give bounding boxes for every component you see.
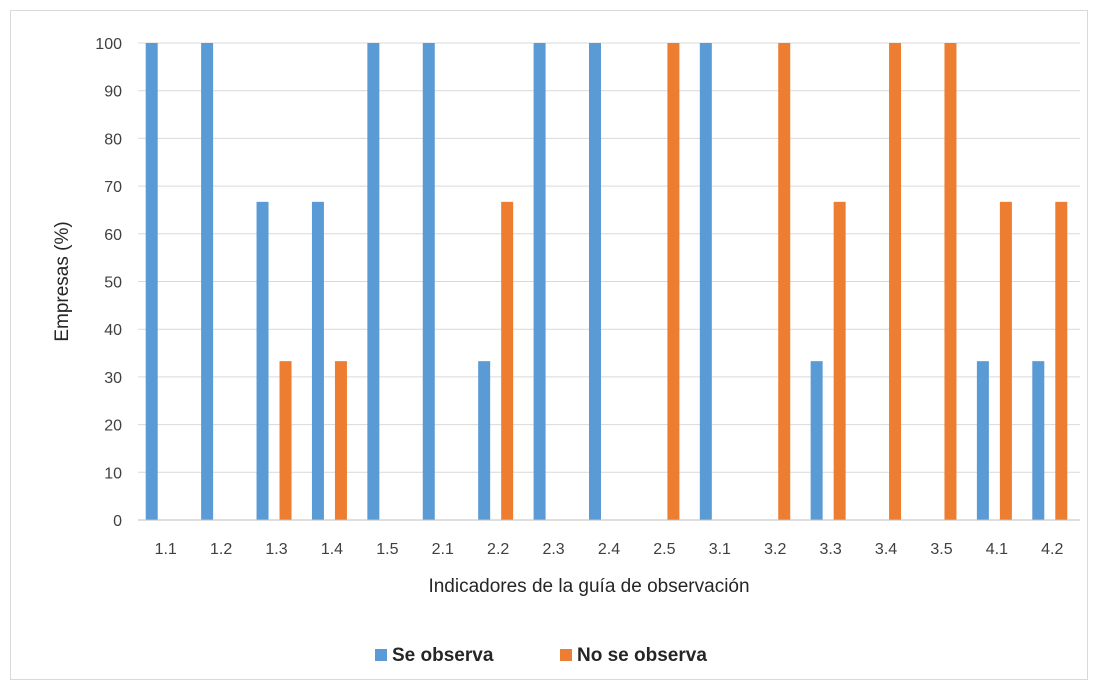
x-tick-label: 2.3 <box>542 541 564 558</box>
x-tick-label: 1.2 <box>210 541 232 558</box>
bar-se-observa <box>201 43 214 520</box>
bar-no-se-observa <box>833 201 846 520</box>
bar-no-se-observa <box>334 361 347 520</box>
y-tick-label: 70 <box>104 179 122 196</box>
x-tick-label: 4.2 <box>1041 541 1063 558</box>
x-tick-label: 4.1 <box>986 541 1008 558</box>
legend-swatch-se-observa <box>375 649 387 661</box>
bar-se-observa <box>422 43 435 520</box>
x-tick-label: 2.2 <box>487 541 509 558</box>
gridlines <box>138 42 1080 473</box>
bar-se-observa <box>478 361 491 520</box>
bar-se-observa <box>810 361 823 520</box>
x-tick-label: 1.3 <box>265 541 287 558</box>
legend-label-se-observa: Se observa <box>392 645 494 666</box>
bars <box>145 43 1068 520</box>
legend-swatch-no-se-observa <box>560 649 572 661</box>
y-tick-label: 50 <box>104 275 122 292</box>
bar-se-observa <box>533 43 546 520</box>
x-tick-label: 3.5 <box>930 541 952 558</box>
x-tick-label: 2.4 <box>598 541 620 558</box>
bar-no-se-observa <box>999 201 1012 520</box>
x-tick-label: 2.5 <box>653 541 675 558</box>
x-tick-label: 2.1 <box>432 541 454 558</box>
bar-se-observa <box>256 201 269 520</box>
x-tick-label: 3.2 <box>764 541 786 558</box>
y-tick-label: 10 <box>104 465 122 482</box>
bar-no-se-observa <box>1055 201 1068 520</box>
y-tick-label: 90 <box>104 84 122 101</box>
x-tick-label: 1.5 <box>376 541 398 558</box>
x-tick-label: 3.1 <box>709 541 731 558</box>
bar-se-observa <box>311 201 324 520</box>
legend-label-no-se-observa: No se observa <box>577 645 707 666</box>
bar-no-se-observa <box>889 43 902 520</box>
x-tick-label: 1.4 <box>321 541 343 558</box>
bar-se-observa <box>976 361 989 520</box>
x-tick-label: 3.3 <box>820 541 842 558</box>
y-tick-label: 80 <box>104 131 122 148</box>
bar-se-observa <box>1032 361 1045 520</box>
y-tick-label: 100 <box>95 36 122 53</box>
y-tick-label: 20 <box>104 418 122 435</box>
bar-se-observa <box>367 43 380 520</box>
bar-se-observa <box>145 43 158 520</box>
legend: Se observa No se observa <box>375 645 707 666</box>
x-axis-title: Indicadores de la guía de observación <box>428 576 749 597</box>
bar-no-se-observa <box>778 43 791 520</box>
y-tick-labels: 0 10 20 30 40 50 60 70 80 90 100 <box>95 36 122 530</box>
bar-no-se-observa <box>667 43 680 520</box>
bar-se-observa <box>699 43 712 520</box>
y-tick-label: 0 <box>113 513 122 530</box>
y-tick-label: 60 <box>104 227 122 244</box>
x-tick-label: 1.1 <box>155 541 177 558</box>
y-tick-label: 40 <box>104 322 122 339</box>
y-axis-title: Empresas (%) <box>52 221 73 341</box>
x-tick-labels: 1.1 1.2 1.3 1.4 1.5 2.1 2.2 2.3 2.4 2.5 3.1 3.2 3.3 3… <box>155 541 1064 558</box>
x-tick-label: 3.4 <box>875 541 897 558</box>
bar-se-observa <box>589 43 601 520</box>
bar-no-se-observa <box>944 43 957 520</box>
bar-no-se-observa <box>501 201 514 520</box>
y-tick-label: 30 <box>104 370 122 387</box>
chart-frame <box>10 10 1088 680</box>
bar-no-se-observa <box>279 361 292 520</box>
